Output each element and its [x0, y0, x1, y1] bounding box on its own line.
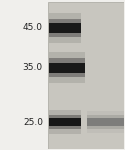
Bar [87, 111, 124, 133]
Bar [49, 115, 81, 129]
Bar [87, 116, 124, 129]
Bar [49, 110, 81, 134]
Text: 35.0: 35.0 [23, 63, 43, 72]
Bar [49, 118, 81, 126]
Bar [49, 13, 81, 43]
Text: 25.0: 25.0 [23, 118, 43, 127]
Bar [48, 2, 124, 148]
Bar [49, 52, 84, 83]
Bar [49, 58, 84, 77]
Bar [49, 23, 81, 33]
Bar [49, 63, 84, 73]
Text: 45.0: 45.0 [23, 23, 43, 32]
Bar [49, 19, 81, 37]
Bar [87, 118, 124, 126]
